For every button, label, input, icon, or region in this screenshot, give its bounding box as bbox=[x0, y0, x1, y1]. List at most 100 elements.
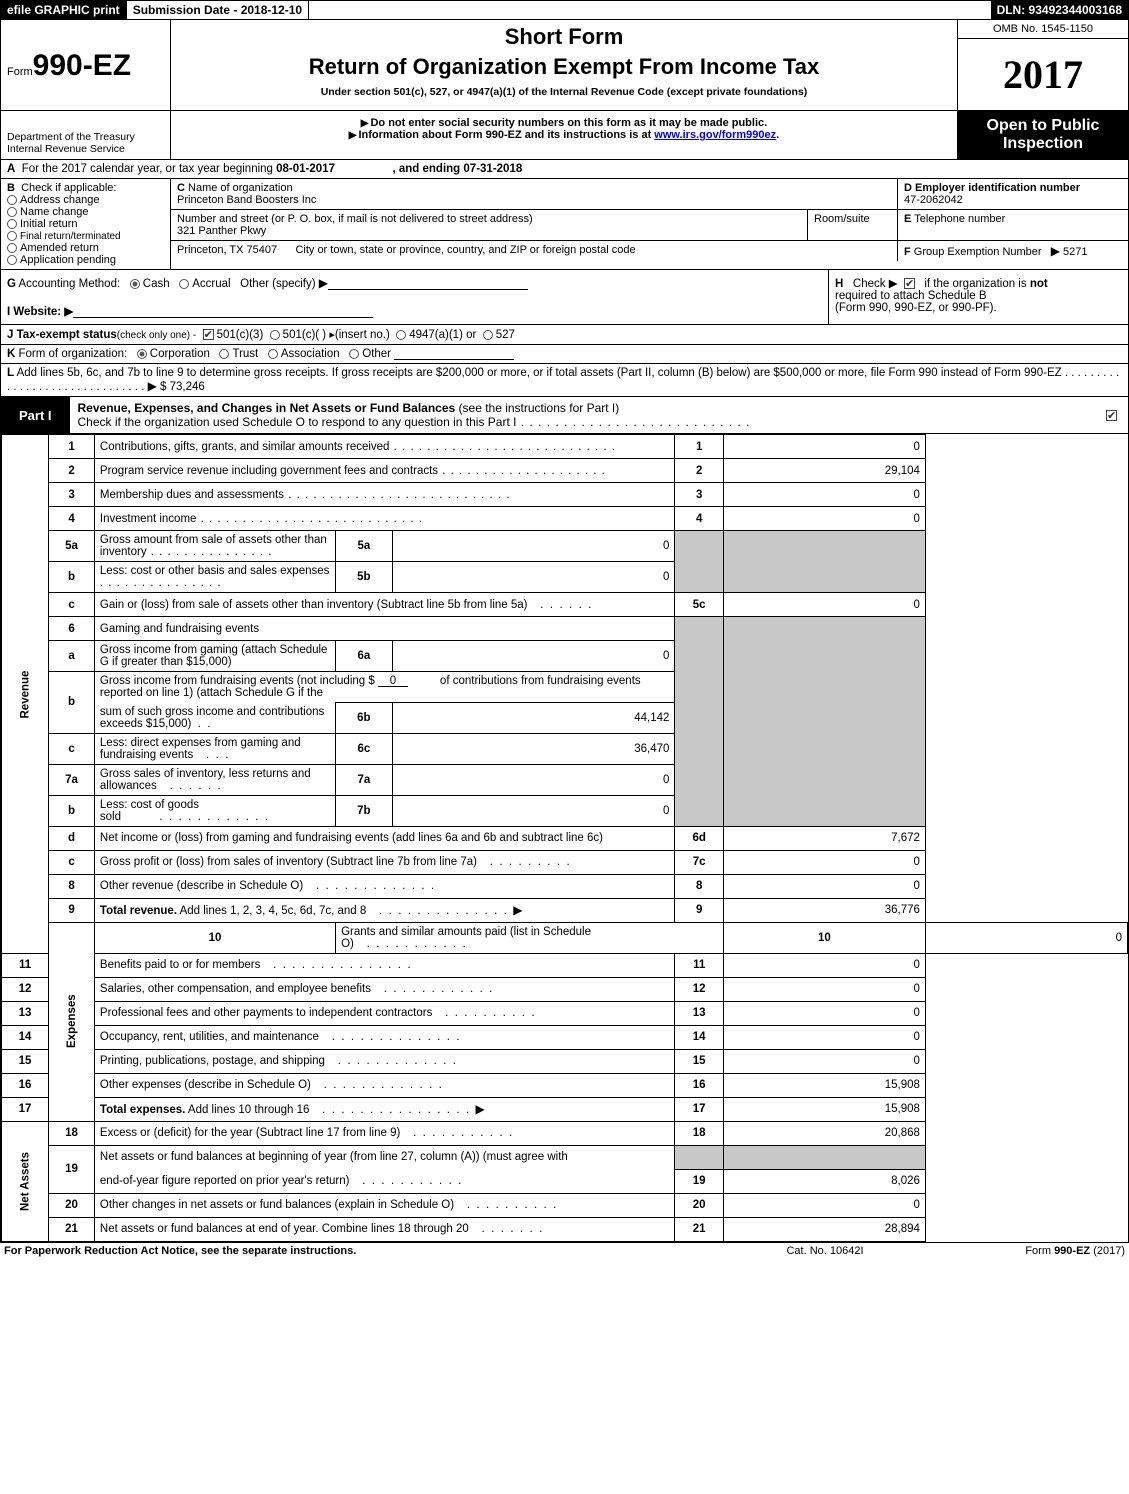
section-h-cell: H Check ▶ if the organization is not req… bbox=[828, 270, 1128, 324]
section-g-label: G bbox=[7, 278, 16, 290]
arrow-icon: ▶ bbox=[148, 379, 157, 393]
form-version: Form 990-EZ (2017) bbox=[925, 1245, 1125, 1257]
table-row: 9 Total revenue. Add lines 1, 2, 3, 4, 5… bbox=[2, 898, 1128, 922]
form-number: 990-EZ bbox=[33, 49, 131, 82]
radio-association[interactable] bbox=[268, 349, 278, 359]
radio-501c[interactable] bbox=[270, 330, 280, 340]
radio-cash[interactable] bbox=[130, 279, 140, 289]
checkbox-name-change[interactable] bbox=[7, 207, 17, 217]
sections-c-d-e-f: C Name of organization Princeton Band Bo… bbox=[171, 179, 1128, 269]
section-a-text2: , and ending bbox=[392, 163, 463, 175]
section-i-label: I bbox=[7, 306, 10, 318]
line-num: 16 bbox=[2, 1073, 49, 1097]
line-desc: Contributions, gifts, grants, and simila… bbox=[100, 441, 616, 453]
line-amount: 0 bbox=[723, 1049, 925, 1073]
line-num-box: 2 bbox=[675, 459, 723, 483]
line-desc: Net assets or fund balances at beginning… bbox=[100, 1151, 568, 1163]
checkbox-schedule-o-used[interactable] bbox=[1106, 410, 1117, 421]
line-amount: 0 bbox=[723, 850, 925, 874]
line-desc: Investment income bbox=[100, 513, 423, 525]
table-row: 11 Benefits paid to or for members . . .… bbox=[2, 953, 1128, 977]
section-f-label: F bbox=[904, 246, 911, 258]
line-num: 13 bbox=[2, 1001, 49, 1025]
checkbox-schedule-b-not-required[interactable] bbox=[904, 278, 915, 289]
irs-label: Internal Revenue Service bbox=[7, 143, 164, 155]
line-num: 2 bbox=[49, 459, 95, 483]
radio-accrual[interactable] bbox=[179, 279, 189, 289]
line-desc: Membership dues and assessments bbox=[100, 489, 511, 501]
radio-other-org[interactable] bbox=[349, 349, 359, 359]
line-num-box: 11 bbox=[675, 953, 723, 977]
address-value: 321 Panther Pkwy bbox=[177, 225, 266, 237]
line-num: 7a bbox=[49, 764, 95, 795]
section-b-label: B bbox=[7, 182, 15, 194]
radio-527[interactable] bbox=[483, 330, 493, 340]
subline-label: 6b bbox=[336, 703, 393, 734]
form-number-box: Form990-EZ bbox=[1, 20, 171, 110]
527-label: 527 bbox=[496, 329, 515, 341]
line-desc: Gaming and fundraising events bbox=[100, 623, 259, 635]
part-i-title-box: Revenue, Expenses, and Changes in Net As… bbox=[70, 397, 1098, 433]
line-desc: Less: cost of goods sold bbox=[100, 799, 199, 823]
subline-label: 7a bbox=[336, 764, 393, 795]
table-row: Net Assets 18 Excess or (deficit) for th… bbox=[2, 1121, 1128, 1145]
radio-trust[interactable] bbox=[219, 349, 229, 359]
4947a1-label: 4947(a)(1) or bbox=[409, 329, 476, 341]
check-only-one: (check only one) - bbox=[117, 330, 196, 341]
table-row: 15 Printing, publications, postage, and … bbox=[2, 1049, 1128, 1073]
line-num-box: 4 bbox=[675, 507, 723, 531]
form990ez-link[interactable]: www.irs.gov/form990ez bbox=[654, 129, 776, 141]
line-num-box: 16 bbox=[675, 1073, 723, 1097]
line-desc: Benefits paid to or for members bbox=[100, 959, 260, 971]
table-row: 6 Gaming and fundraising events bbox=[2, 617, 1128, 641]
tax-year-begin: 08-01-2017 bbox=[276, 163, 335, 175]
line-desc: Salaries, other compensation, and employ… bbox=[100, 983, 371, 995]
checkbox-501c3[interactable] bbox=[203, 329, 214, 340]
radio-corporation[interactable] bbox=[137, 349, 147, 359]
checkbox-initial-return[interactable] bbox=[7, 219, 17, 229]
subline-label: 5a bbox=[336, 531, 393, 562]
department-box: Department of the Treasury Internal Reve… bbox=[1, 111, 171, 159]
part-i-header: Part I Revenue, Expenses, and Changes in… bbox=[1, 397, 1128, 434]
line-amount: 0 bbox=[723, 953, 925, 977]
dept-treasury: Department of the Treasury bbox=[7, 131, 164, 143]
h-text2: if the organization is bbox=[924, 278, 1026, 290]
other-org-input[interactable] bbox=[394, 348, 514, 360]
grey-cell bbox=[675, 1145, 723, 1169]
line-num: d bbox=[49, 826, 95, 850]
corporation-label: Corporation bbox=[150, 348, 210, 360]
website-input[interactable] bbox=[73, 306, 373, 318]
checkbox-address-change[interactable] bbox=[7, 195, 17, 205]
tax-year: 2017 bbox=[958, 39, 1128, 110]
line-desc: Gross income from gaming (attach Schedul… bbox=[100, 644, 328, 668]
table-row: b Gross income from fundraising events (… bbox=[2, 672, 1128, 703]
city-label: City or town, state or province, country… bbox=[295, 244, 635, 256]
line-num: 12 bbox=[2, 977, 49, 1001]
subline-amount: 36,470 bbox=[392, 733, 675, 764]
subline-amount: 0 bbox=[392, 531, 675, 562]
checkbox-amended-return[interactable] bbox=[7, 243, 17, 253]
line-amount: 0 bbox=[925, 922, 1127, 953]
line-desc: Gross amount from sale of assets other t… bbox=[100, 534, 327, 558]
section-c-address-cell: Number and street (or P. O. box, if mail… bbox=[171, 210, 808, 240]
line-amount: 15,908 bbox=[723, 1073, 925, 1097]
checkbox-final-return[interactable] bbox=[7, 231, 17, 241]
table-row: Expenses 10 Grants and similar amounts p… bbox=[2, 922, 1128, 953]
table-row: 17 Total expenses. Add lines 10 through … bbox=[2, 1097, 1128, 1121]
section-a-text1: For the 2017 calendar year, or tax year … bbox=[22, 163, 276, 175]
section-g-h-row: G Accounting Method: Cash Accrual Other … bbox=[1, 270, 1128, 325]
other-specify-input[interactable] bbox=[328, 278, 528, 290]
line-desc: Excess or (deficit) for the year (Subtra… bbox=[100, 1127, 400, 1139]
table-row: a Gross income from gaming (attach Sched… bbox=[2, 641, 1128, 672]
line-desc: Gross sales of inventory, less returns a… bbox=[100, 768, 311, 792]
table-row: 19 Net assets or fund balances at beginn… bbox=[2, 1145, 1128, 1169]
arrow-icon: ▶ bbox=[319, 276, 328, 290]
radio-4947a1[interactable] bbox=[396, 330, 406, 340]
open-public-box: Open to Public Inspection bbox=[958, 111, 1128, 159]
section-c-city-cell: Princeton, TX 75407 City or town, state … bbox=[171, 241, 898, 261]
checkbox-application-pending[interactable] bbox=[7, 255, 17, 265]
form-title-box: Short Form Return of Organization Exempt… bbox=[171, 20, 958, 110]
line-num-box: 10 bbox=[723, 922, 925, 953]
section-e-label: E bbox=[904, 213, 911, 225]
section-g-cell: G Accounting Method: Cash Accrual Other … bbox=[1, 270, 828, 324]
